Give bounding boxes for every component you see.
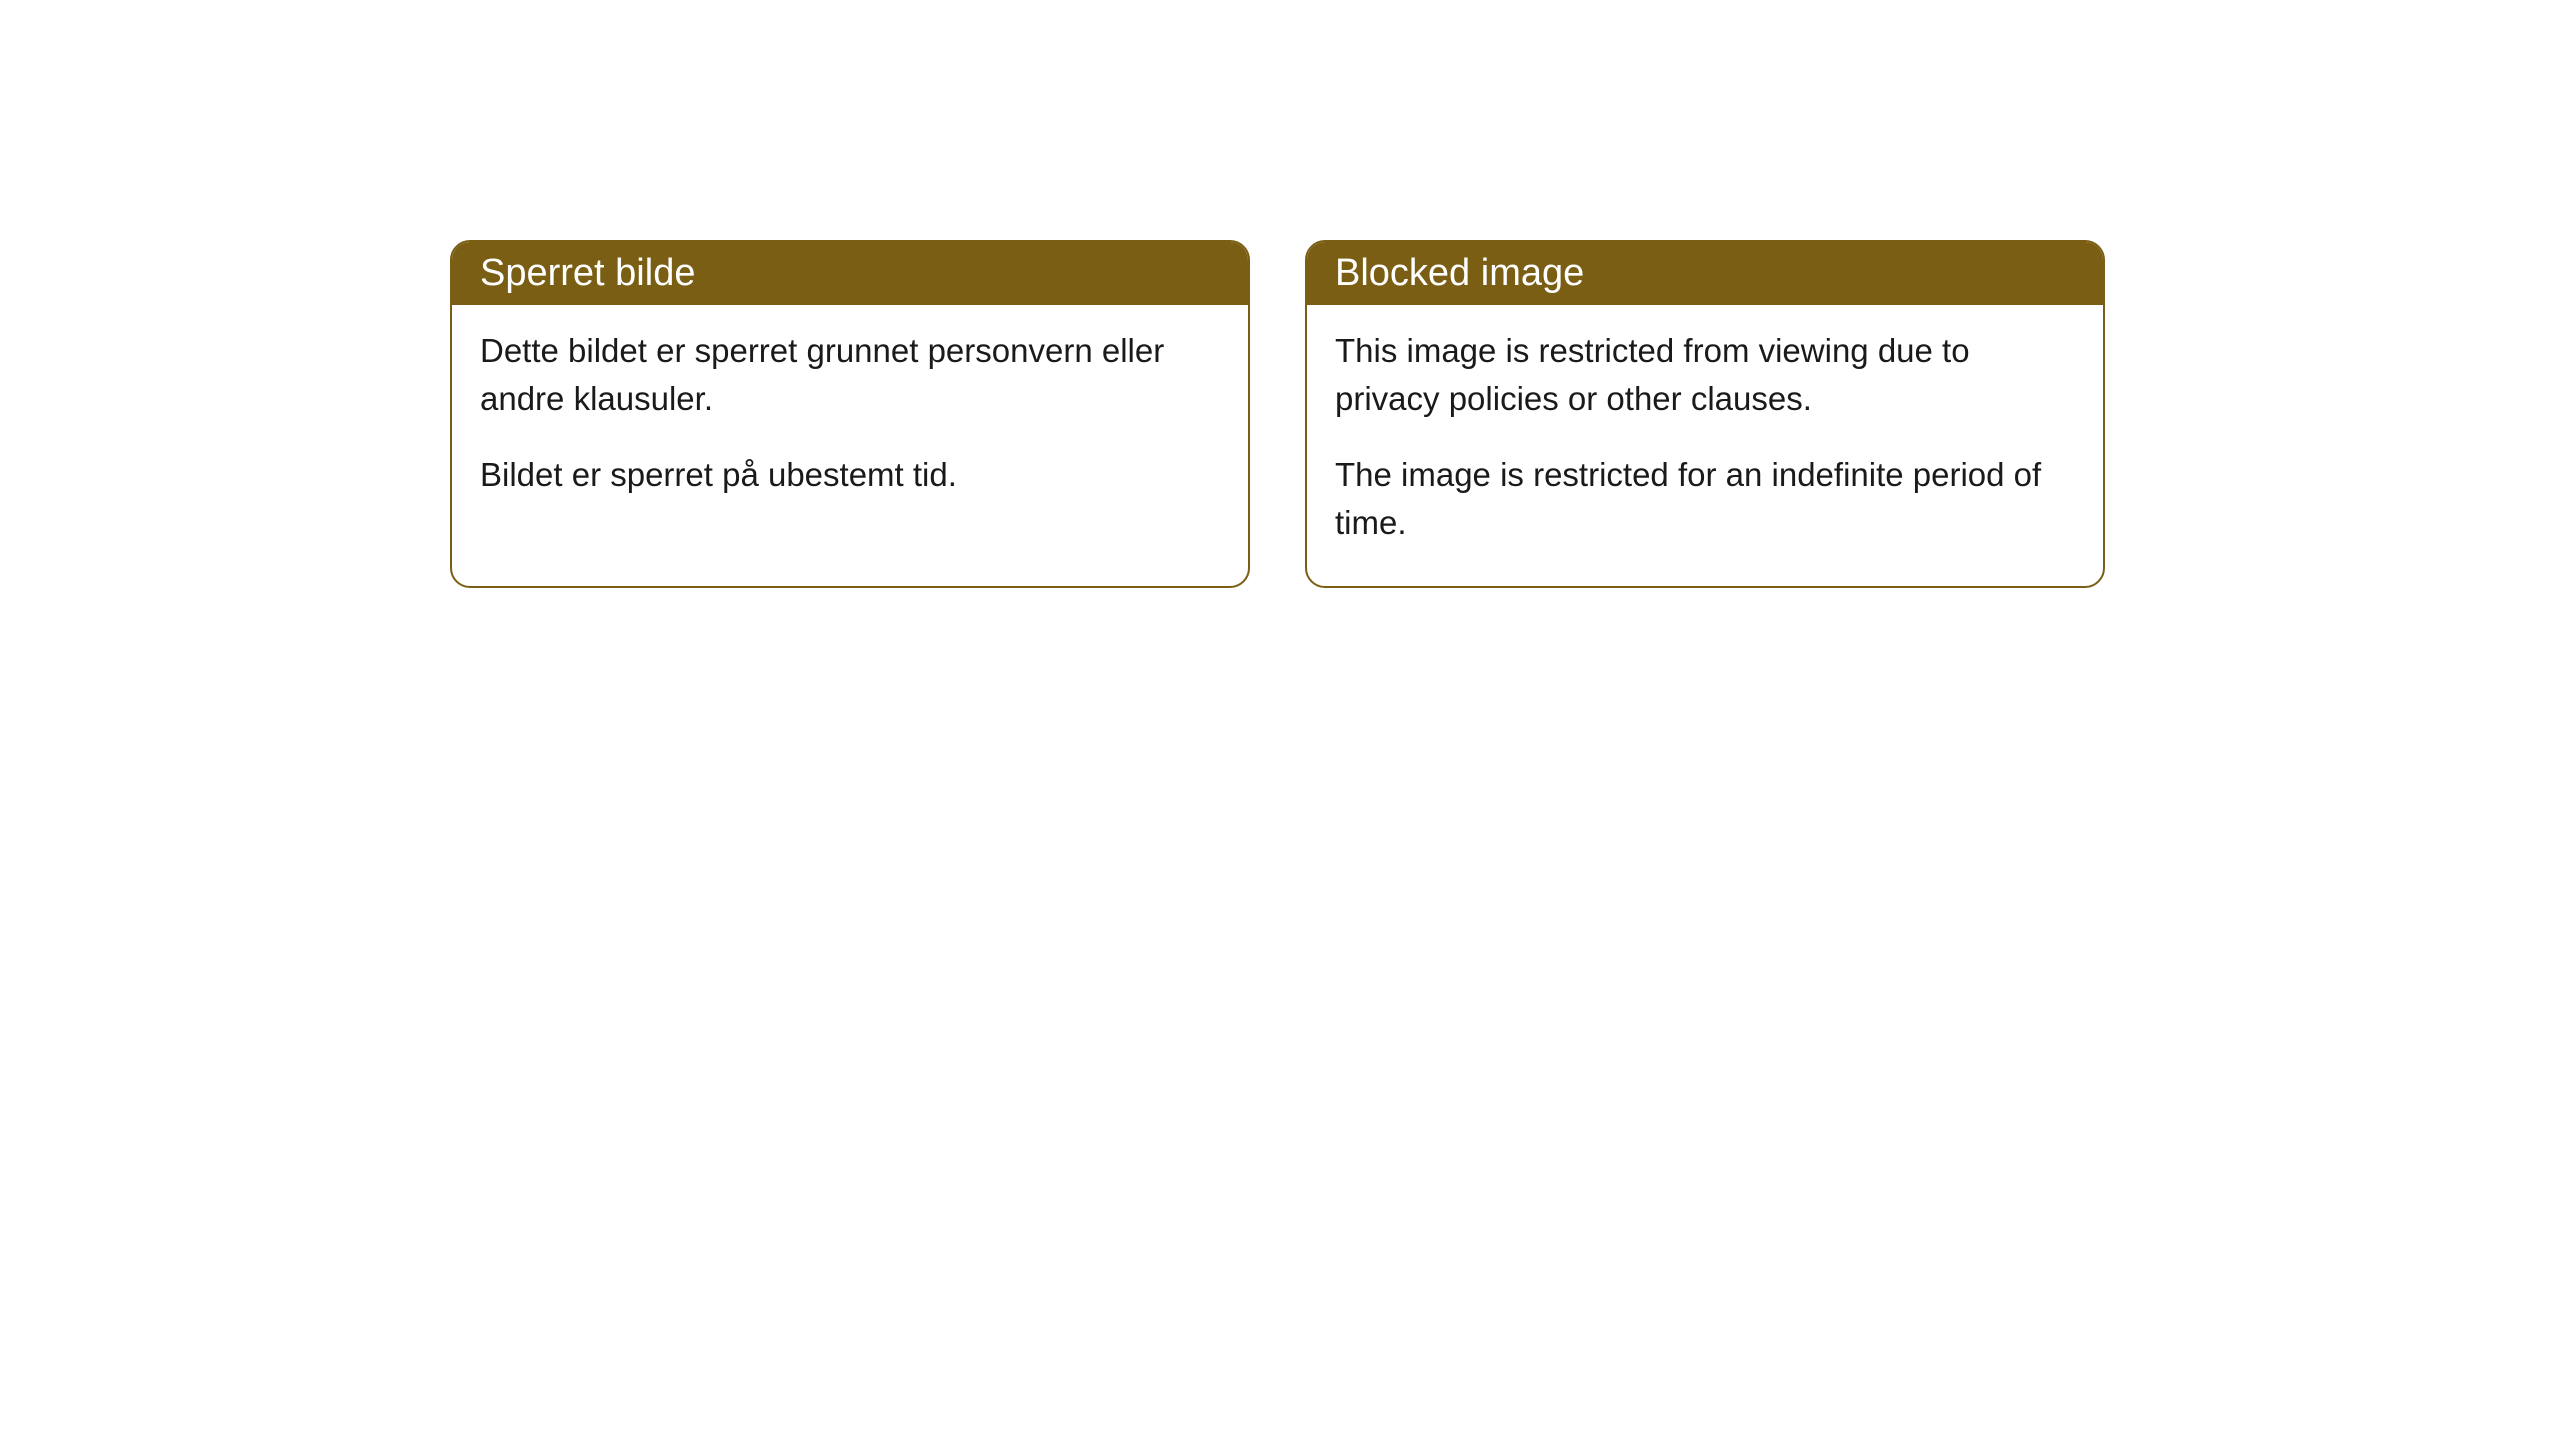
card-text-no-1: Dette bildet er sperret grunnet personve… [480, 327, 1220, 423]
blocked-image-card-no: Sperret bilde Dette bildet er sperret gr… [450, 240, 1250, 588]
card-title-no: Sperret bilde [480, 252, 695, 294]
card-text-no-2: Bildet er sperret på ubestemt tid. [480, 451, 1220, 499]
card-title-en: Blocked image [1335, 252, 1584, 294]
card-text-en-1: This image is restricted from viewing du… [1335, 327, 2075, 423]
card-header-en: Blocked image [1307, 242, 2103, 305]
card-text-en-2: The image is restricted for an indefinit… [1335, 451, 2075, 547]
card-body-en: This image is restricted from viewing du… [1307, 305, 2103, 586]
card-header-no: Sperret bilde [452, 242, 1248, 305]
card-body-no: Dette bildet er sperret grunnet personve… [452, 305, 1248, 539]
cards-container: Sperret bilde Dette bildet er sperret gr… [450, 240, 2105, 588]
blocked-image-card-en: Blocked image This image is restricted f… [1305, 240, 2105, 588]
